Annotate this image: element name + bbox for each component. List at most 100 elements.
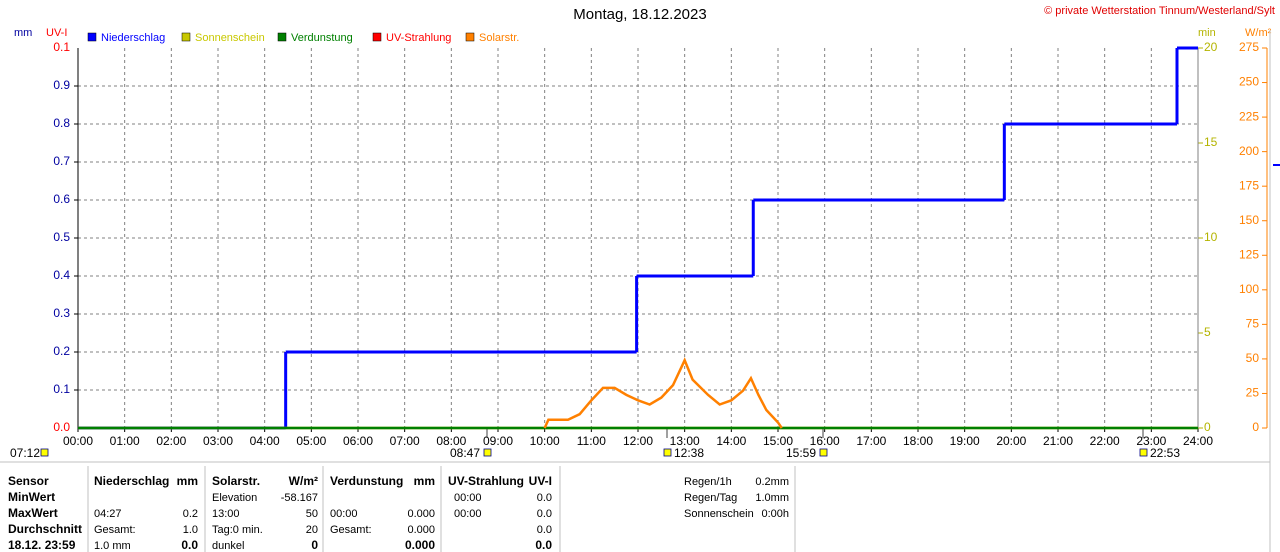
unit-uv: UV-I <box>46 27 67 39</box>
cell-label: 04:27 <box>94 508 122 520</box>
section-unit: mm <box>177 474 198 488</box>
x-tick-label: 00:00 <box>63 434 93 448</box>
summary-label: Regen/1h <box>684 476 732 488</box>
legend-label: Niederschlag <box>101 32 165 44</box>
y-tick-label: 0.6 <box>53 192 70 206</box>
y3-tick-label: 0 <box>1252 420 1259 434</box>
cell-label: 13:00 <box>212 508 240 520</box>
cell-value: 0.000 <box>407 508 435 520</box>
summary-value: 1.0mm <box>755 492 789 504</box>
x-tick-label: 21:00 <box>1043 434 1073 448</box>
section-unit: W/m² <box>289 474 318 488</box>
x-tick-label: 16:00 <box>810 434 840 448</box>
x-tick-label: 19:00 <box>950 434 980 448</box>
cell-label: Gesamt: <box>94 524 136 536</box>
y3-tick-label: 25 <box>1246 386 1260 400</box>
cell-value: 0.0 <box>537 524 552 536</box>
y-tick-label: 0.5 <box>53 230 70 244</box>
row-label: Sensor <box>8 474 49 488</box>
row-label: MinWert <box>8 490 55 504</box>
cell-value: 0.2 <box>183 508 198 520</box>
x-tick-label: 15:00 <box>763 434 793 448</box>
y3-tick-label: 75 <box>1246 317 1260 331</box>
cell-value: 0.0 <box>537 492 552 504</box>
legend-swatch <box>465 32 475 42</box>
y-tick-label: 0.1 <box>53 382 70 396</box>
summary-value: 0.2mm <box>755 476 789 488</box>
cell-label: Tag:0 min. <box>212 524 263 536</box>
x-tick-label: 14:00 <box>716 434 746 448</box>
sun-marker <box>819 448 828 457</box>
summary-label: Sonnenschein <box>684 508 754 520</box>
y-tick-label: 0.4 <box>53 268 70 282</box>
sun-marker <box>483 448 492 457</box>
y2-tick-label: 0 <box>1204 420 1211 434</box>
unit-wm2: W/m² <box>1245 27 1272 39</box>
y-tick-label: 0.2 <box>53 344 70 358</box>
section-header: UV-Strahlung <box>448 474 524 488</box>
cell-label: 00:00 <box>454 492 482 504</box>
unit-mm: mm <box>14 27 32 39</box>
x-tick-label: 07:00 <box>390 434 420 448</box>
legend-swatch <box>372 32 382 42</box>
x-tick-label: 12:00 <box>623 434 653 448</box>
cell-value: 20 <box>306 524 318 536</box>
x-tick-label: 13:00 <box>670 434 700 448</box>
sun-annotation: 12:38 <box>674 446 704 460</box>
sun-marker <box>1139 448 1148 457</box>
section-header: Solarstr. <box>212 474 260 488</box>
cell-value: 0.0 <box>181 538 198 552</box>
x-tick-label: 24:00 <box>1183 434 1213 448</box>
cell-value: 50 <box>306 508 318 520</box>
y3-tick-label: 225 <box>1239 109 1259 123</box>
y-tick-label: 0.8 <box>53 116 70 130</box>
y-tick-label: 0.3 <box>53 306 70 320</box>
y2-tick-label: 15 <box>1204 135 1218 149</box>
cell-label: 00:00 <box>330 508 358 520</box>
x-tick-label: 22:00 <box>1090 434 1120 448</box>
cell-label: Elevation <box>212 492 257 504</box>
cell-value: 1.0 <box>183 524 198 536</box>
summary-value: 0:00h <box>761 508 789 520</box>
legend-label: Sonnenschein <box>195 32 265 44</box>
legend-swatch <box>277 32 287 42</box>
cell-value: -58.167 <box>281 492 318 504</box>
cell-label: 1.0 mm <box>94 540 131 552</box>
x-tick-label: 06:00 <box>343 434 373 448</box>
row-label: MaxWert <box>8 506 58 520</box>
x-tick-label: 23:00 <box>1136 434 1166 448</box>
chart-title: Montag, 18.12.2023 <box>573 6 706 23</box>
y-tick-label: 0.7 <box>53 154 70 168</box>
cell-label: Gesamt: <box>330 524 372 536</box>
x-tick-label: 09:00 <box>483 434 513 448</box>
x-tick-label: 05:00 <box>296 434 326 448</box>
y3-tick-label: 50 <box>1246 351 1260 365</box>
summary-label: Regen/Tag <box>684 492 737 504</box>
uv-tick-label: 0.0 <box>53 420 70 434</box>
series-line <box>543 357 783 429</box>
y3-tick-label: 250 <box>1239 75 1259 89</box>
y3-tick-label: 100 <box>1239 282 1259 296</box>
y3-tick-label: 200 <box>1239 144 1259 158</box>
y-tick-label: 0.9 <box>53 78 70 92</box>
x-tick-label: 03:00 <box>203 434 233 448</box>
legend-label: UV-Strahlung <box>386 32 451 44</box>
sun-marker <box>663 448 672 457</box>
x-tick-label: 01:00 <box>110 434 140 448</box>
cell-value: 0.0 <box>535 538 552 552</box>
sun-annotation: 08:47 <box>450 446 480 460</box>
legend-label: Solarstr. <box>479 32 519 44</box>
y3-tick-label: 150 <box>1239 213 1259 227</box>
x-tick-label: 18:00 <box>903 434 933 448</box>
section-header: Verdunstung <box>330 474 403 488</box>
cell-label: dunkel <box>212 540 244 552</box>
legend-label: Verdunstung <box>291 32 353 44</box>
x-tick-label: 11:00 <box>577 434 606 448</box>
legend-swatch <box>181 32 191 42</box>
y3-tick-label: 125 <box>1239 247 1259 261</box>
cell-value: 0.000 <box>405 538 435 552</box>
x-tick-label: 10:00 <box>530 434 560 448</box>
y3-tick-label: 175 <box>1239 178 1259 192</box>
section-unit: UV-I <box>529 474 552 488</box>
